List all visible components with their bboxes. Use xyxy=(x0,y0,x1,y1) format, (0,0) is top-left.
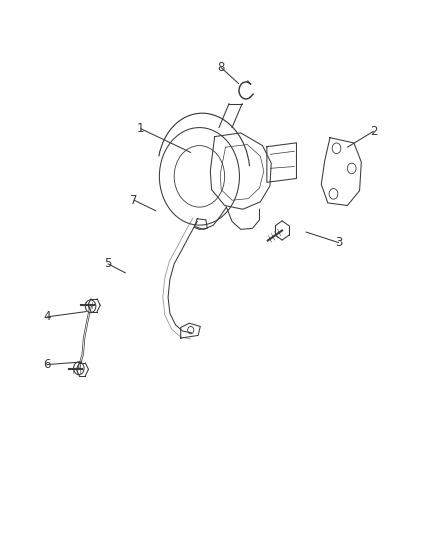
Text: 1: 1 xyxy=(137,122,145,135)
Text: 7: 7 xyxy=(131,193,138,207)
Text: 4: 4 xyxy=(43,310,51,324)
Text: 8: 8 xyxy=(218,61,225,74)
Text: 2: 2 xyxy=(370,125,377,138)
Text: 6: 6 xyxy=(43,358,51,371)
Text: 3: 3 xyxy=(335,236,343,249)
Text: 5: 5 xyxy=(104,257,112,270)
